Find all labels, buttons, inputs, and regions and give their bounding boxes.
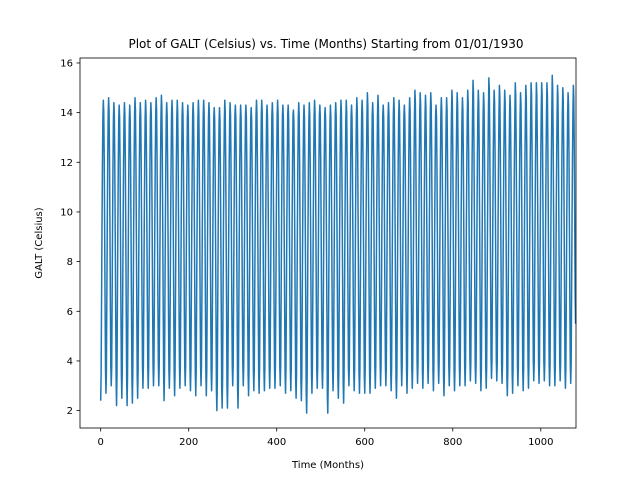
- axes-frame: [79, 57, 577, 429]
- chart-title: Plot of GALT (Celsius) vs. Time (Months)…: [128, 37, 523, 51]
- y-tick-label: 14: [60, 108, 73, 119]
- x-axis-ticks: 0 200 400 600 800 1000: [97, 428, 554, 448]
- x-tick-label: 400: [267, 437, 286, 448]
- plot-area: [79, 57, 577, 429]
- y-tick-label: 6: [67, 307, 73, 318]
- series-line-galt: [99, 74, 577, 414]
- x-tick-label: 1000: [528, 437, 553, 448]
- y-tick-label: 4: [67, 356, 73, 367]
- y-tick-label: 8: [67, 257, 73, 268]
- y-axis-label: GALT (Celsius): [34, 207, 45, 278]
- y-tick-label: 12: [60, 158, 73, 169]
- x-tick-label: 200: [179, 437, 198, 448]
- y-tick-label: 10: [60, 207, 73, 218]
- x-tick-label: 800: [443, 437, 462, 448]
- y-axis-ticks: 2 4 6 8 10 12 14 16: [60, 58, 80, 417]
- y-tick-label: 2: [67, 406, 73, 417]
- y-tick-label: 16: [60, 58, 73, 69]
- x-axis-label: Time (Months): [291, 460, 364, 471]
- x-tick-label: 0: [97, 437, 103, 448]
- x-tick-label: 600: [355, 437, 374, 448]
